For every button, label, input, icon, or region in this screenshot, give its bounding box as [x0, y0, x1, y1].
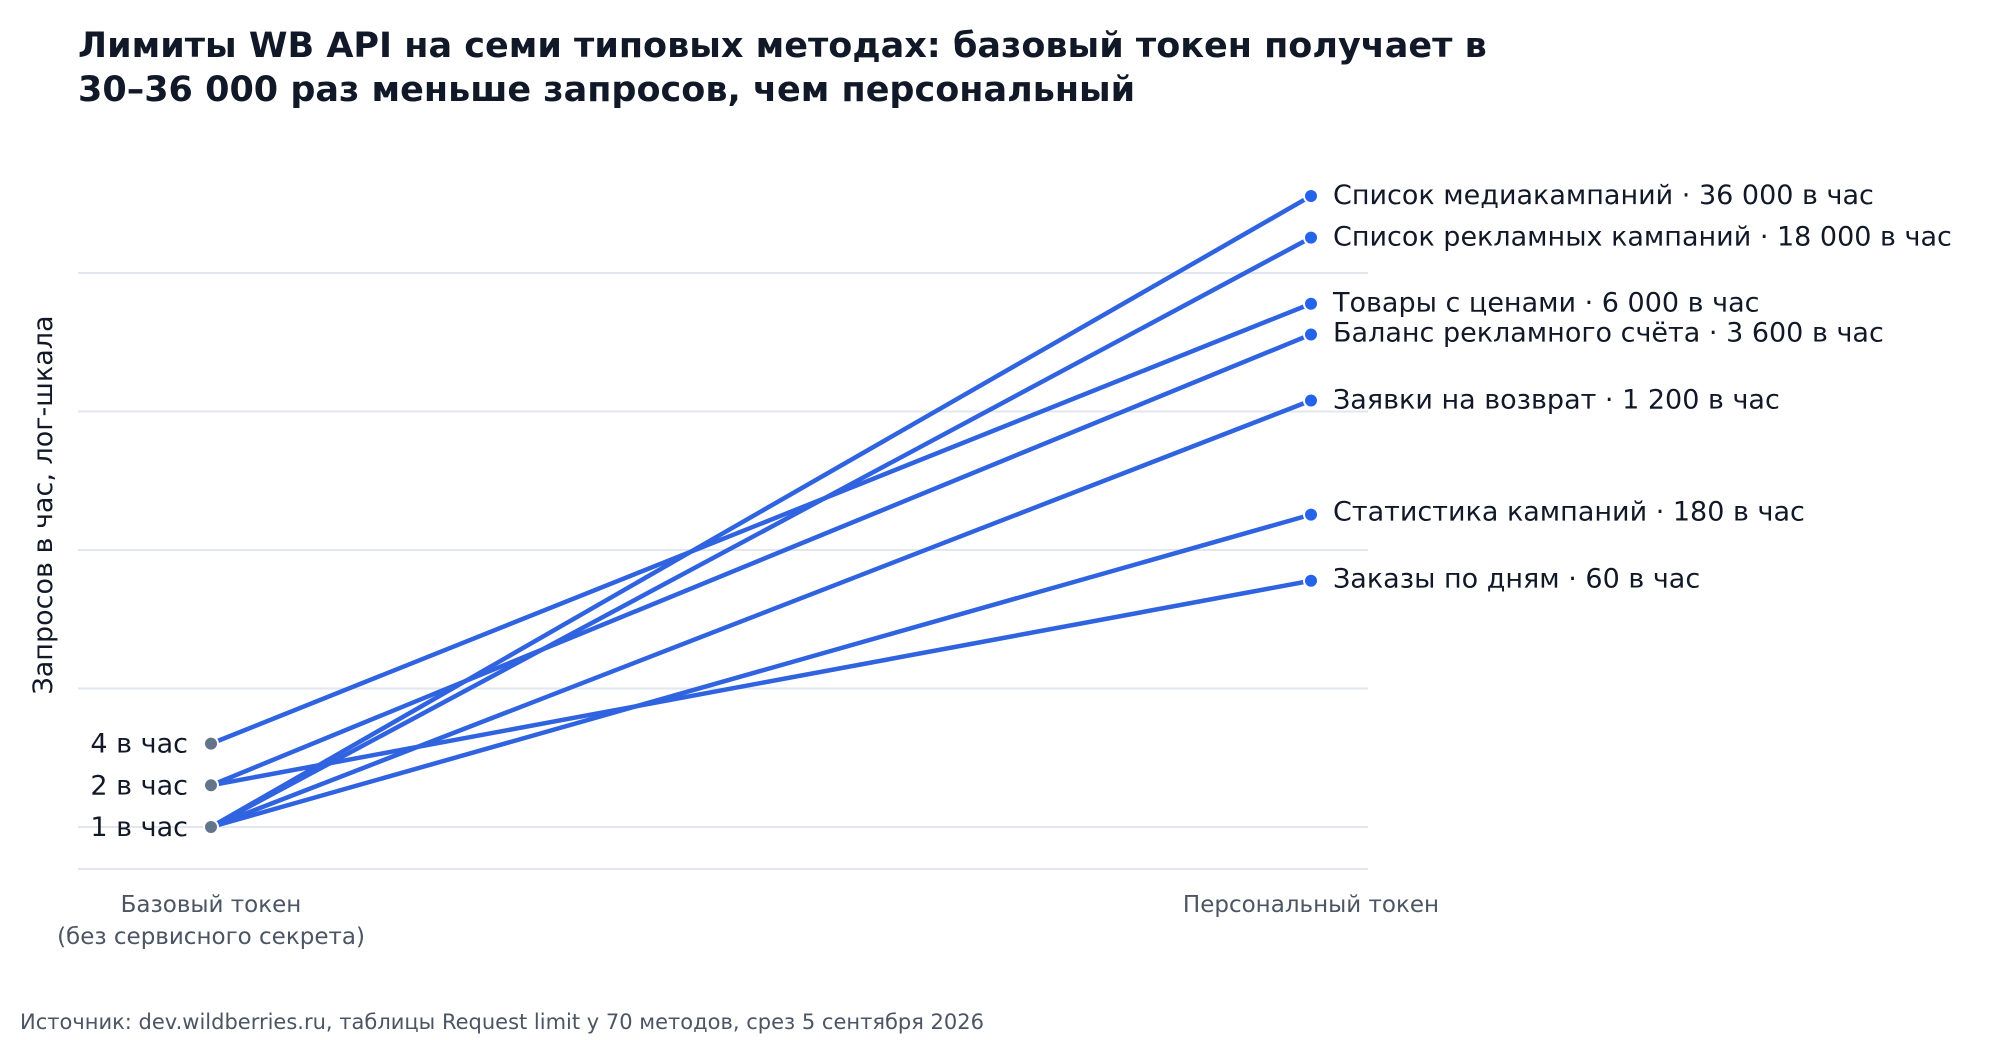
left-value-labels: 4 в час 2 в час 1 в час — [90, 729, 188, 843]
series-line-4 — [208, 398, 1314, 830]
y-axis-label: Запросов в час, лог-шкала — [28, 315, 59, 694]
series-dot-6 — [1303, 572, 1319, 589]
left-label-0: 4 в час — [90, 729, 188, 760]
left-dot-1 — [203, 777, 219, 794]
series-line-5 — [208, 512, 1314, 830]
series-label-4: Заявки на возврат · 1 200 в час — [1333, 385, 1780, 416]
left-label-2: 1 в час — [90, 812, 188, 843]
source-note: Источник: dev.wildberries.ru, таблицы Re… — [20, 1010, 984, 1034]
series-dot-0 — [1303, 187, 1319, 204]
series-label-6: Заказы по дням · 60 в час — [1333, 564, 1700, 595]
series-dot-5 — [1303, 506, 1319, 523]
series-dot-1 — [1303, 229, 1319, 246]
series-line-6 — [208, 578, 1314, 788]
series-label-0: Список медиакампаний · 36 000 в час — [1333, 180, 1874, 211]
series-lines — [208, 193, 1314, 830]
chart-title: Лимиты WB API на семи типовых методах: б… — [78, 24, 1638, 112]
series-dots — [203, 187, 1319, 835]
gridlines — [78, 272, 1368, 828]
series-dot-4 — [1303, 392, 1319, 409]
series-label-3: Баланс рекламного счёта · 3 600 в час — [1333, 317, 1884, 348]
x-category-labels: Базовый токен (без сервисного секрета) Пер… — [57, 892, 1439, 950]
series-label-1: Список рекламных кампаний · 18 000 в час — [1333, 222, 1952, 253]
title-line-2: 30–36 000 раз меньше запросов, чем персо… — [78, 70, 1136, 110]
series-line-3 — [208, 332, 1314, 788]
series-line-1 — [208, 235, 1314, 830]
left-dot-2 — [203, 819, 219, 835]
series-label-2: Товары с ценами · 6 000 в час — [1332, 288, 1760, 319]
series-dot-3 — [1303, 326, 1319, 343]
series-label-5: Статистика кампаний · 180 в час — [1333, 497, 1805, 528]
left-dot-0 — [203, 735, 219, 752]
series-dot-2 — [1303, 295, 1319, 312]
title-line-1: Лимиты WB API на семи типовых методах: б… — [78, 26, 1487, 66]
x-category-label-0: Базовый токен (без сервисного секрета) — [57, 892, 365, 950]
series-labels: Список медиакампаний · 36 000 в час Списо… — [1332, 180, 1952, 595]
x-category-label-1: Персональный токен — [1183, 892, 1439, 918]
series-line-2 — [208, 301, 1314, 746]
series-line-0 — [208, 193, 1314, 830]
left-label-1: 2 в час — [90, 770, 188, 801]
